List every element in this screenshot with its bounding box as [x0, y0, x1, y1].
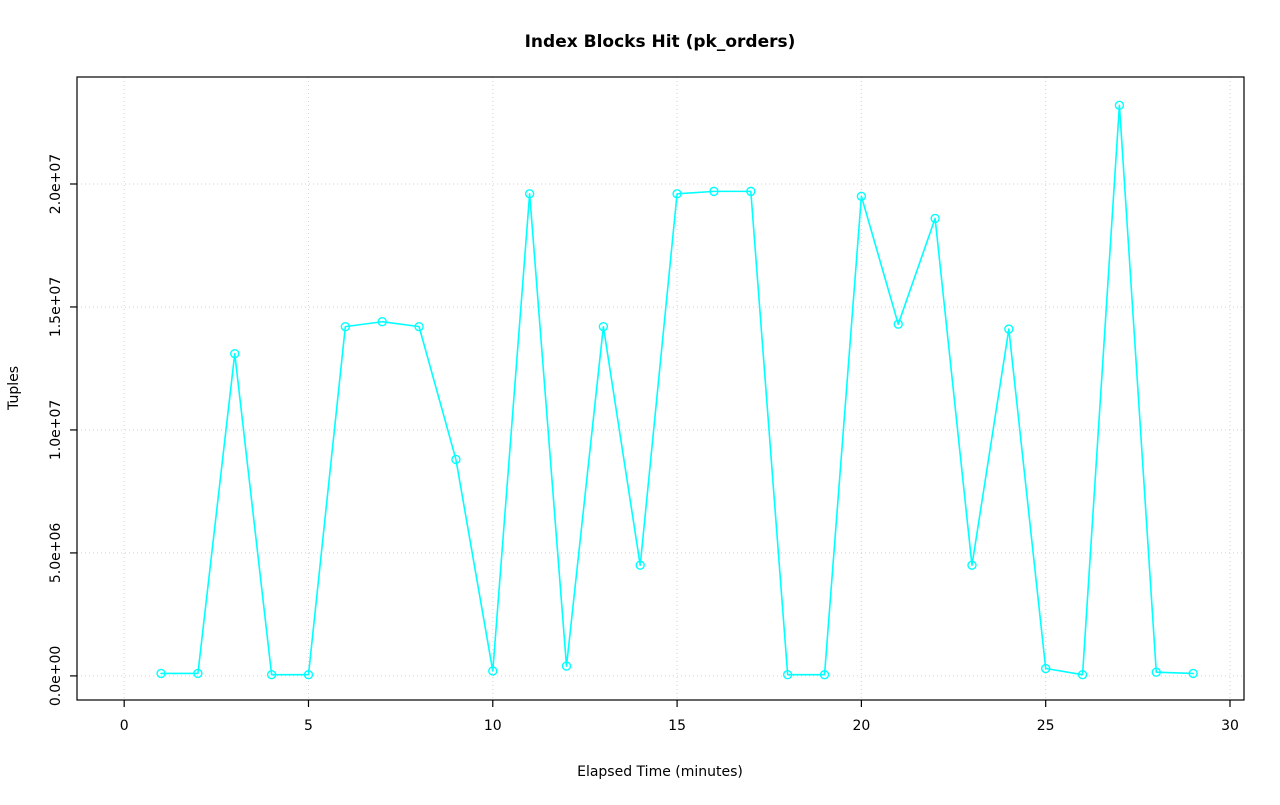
data-point-marker — [230, 348, 240, 359]
y-tick-label: 5.0e+06 — [48, 523, 64, 584]
data-point-marker — [1004, 324, 1014, 334]
data-point-marker — [893, 319, 903, 329]
data-point-marker — [635, 560, 645, 570]
y-tick-label: 1.5e+07 — [48, 277, 64, 337]
data-point-marker — [414, 321, 424, 332]
gridlines — [77, 77, 1244, 700]
axis-ticks — [70, 183, 1231, 707]
data-point-marker — [746, 186, 756, 197]
data-point-marker — [266, 669, 277, 680]
data-point-marker — [930, 213, 940, 224]
data-series — [156, 100, 1198, 680]
data-point-marker — [856, 191, 867, 201]
x-tick-label: 10 — [484, 718, 502, 734]
axis-tick-labels: 0 5 10 15 20 25 30 0.0e+00 5.0e+06 1.0e+07 1.5e+07… — [48, 154, 1239, 734]
data-point-marker — [1114, 100, 1125, 110]
data-point-marker — [524, 189, 535, 199]
data-line — [160, 104, 1194, 676]
x-tick-label: 20 — [852, 718, 870, 734]
data-point-marker — [488, 666, 498, 676]
data-point-marker — [1188, 668, 1198, 679]
data-point-marker — [303, 669, 314, 680]
data-point-marker — [782, 669, 793, 680]
data-point-marker — [451, 454, 461, 465]
y-tick-label: 1.0e+07 — [48, 400, 64, 460]
data-point-marker — [193, 668, 203, 679]
chart-title: Index Blocks Hit (pk_orders) — [525, 32, 796, 52]
x-axis-label: Elapsed Time (minutes) — [577, 764, 743, 780]
x-tick-label: 0 — [120, 718, 129, 734]
x-tick-label: 15 — [668, 718, 686, 734]
data-point-marker — [1077, 669, 1088, 680]
data-point-marker — [561, 661, 572, 671]
x-tick-label: 5 — [304, 718, 313, 734]
data-point-marker — [1151, 667, 1161, 677]
y-tick-label: 0.0e+00 — [48, 646, 64, 706]
data-point-marker — [340, 321, 351, 332]
data-point-marker — [819, 669, 830, 680]
plot-border — [76, 76, 1245, 701]
x-tick-label: 30 — [1221, 718, 1239, 734]
data-point-marker — [1040, 663, 1051, 674]
y-axis-label: Tuples — [6, 366, 22, 411]
data-point-marker — [598, 321, 609, 332]
y-tick-label: 2.0e+07 — [48, 154, 64, 214]
data-point-marker — [156, 668, 166, 679]
data-point-marker — [377, 317, 387, 327]
data-point-marker — [709, 186, 719, 197]
data-point-marker — [967, 560, 977, 570]
data-point-marker — [672, 189, 682, 199]
x-tick-label: 25 — [1037, 718, 1055, 734]
